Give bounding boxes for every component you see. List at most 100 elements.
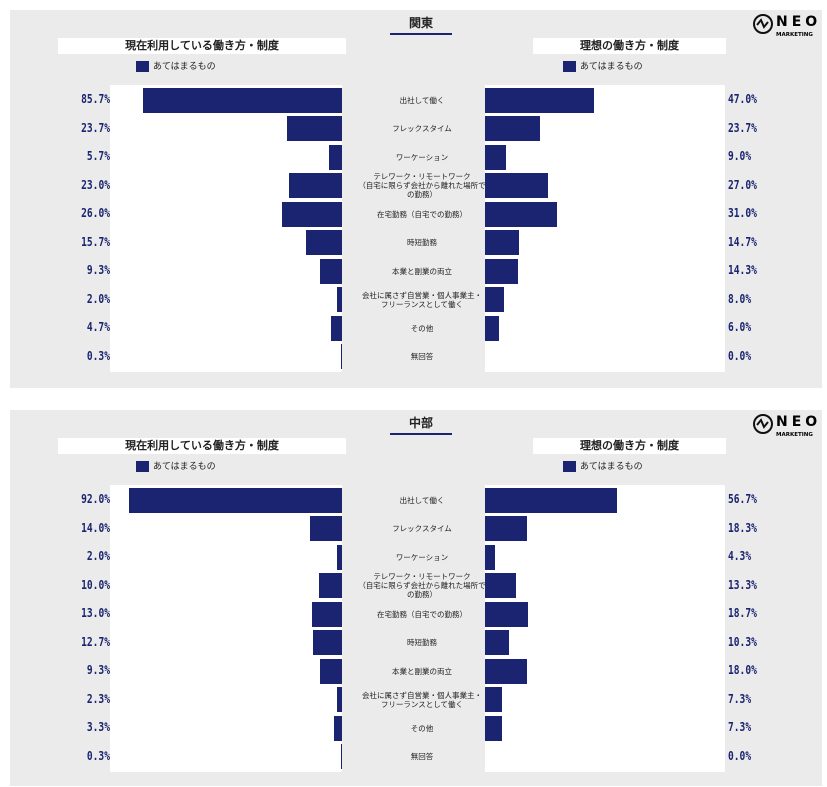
value-label: 8.0% xyxy=(728,291,752,306)
value-label: 4.3% xyxy=(728,549,752,563)
value-label: 0.0% xyxy=(728,748,752,763)
category-label: 出社して働く xyxy=(399,495,445,505)
value-label: 27.0% xyxy=(728,177,757,192)
value-label: 5.7% xyxy=(86,149,110,163)
bar xyxy=(311,601,342,627)
value-label: 15.7% xyxy=(81,234,110,249)
value-label: 47.0% xyxy=(728,92,757,106)
value-label: 6.0% xyxy=(728,320,752,334)
value-label: 18.3% xyxy=(728,520,757,535)
logo: NEO MARKETING xyxy=(752,410,822,440)
bar xyxy=(305,230,342,255)
legend-swatch xyxy=(563,461,576,472)
value-label: 18.0% xyxy=(728,663,757,677)
bar xyxy=(485,144,506,170)
legend-label: あてはまるもの xyxy=(580,62,643,72)
bar xyxy=(309,516,342,541)
category-label: その他 xyxy=(410,323,434,333)
bar xyxy=(312,630,342,655)
bar xyxy=(485,601,529,627)
series-title: 現在利用している働き方・制度 xyxy=(58,38,346,54)
category-label: 在宅勤務（自宅での勤務） xyxy=(377,209,467,219)
category-label: 会社に属さず自営業・個人事業主・ フリーランスとして働く xyxy=(362,690,482,709)
bar xyxy=(485,116,540,141)
value-label: 85.7% xyxy=(81,92,110,106)
category-label: テレワーク・リモートワーク （自宅に限らず会社から離れた場所で の勤務） xyxy=(358,172,486,199)
category-label: 在宅勤務（自宅での勤務） xyxy=(377,609,467,619)
value-label: 2.3% xyxy=(86,691,110,706)
bar xyxy=(341,744,342,769)
value-label: 7.3% xyxy=(728,691,752,706)
value-label: 9.0% xyxy=(728,149,752,163)
legend-label: あてはまるもの xyxy=(580,462,643,472)
bar xyxy=(485,87,595,113)
legend-label: あてはまるもの xyxy=(153,62,216,72)
logo-mark: NEO MARKETING xyxy=(753,14,821,38)
bar xyxy=(485,658,527,684)
category-label: その他 xyxy=(410,723,434,733)
value-label: 2.0% xyxy=(86,291,110,306)
value-label: 13.0% xyxy=(81,606,110,620)
value-label: 31.0% xyxy=(728,206,757,220)
bar xyxy=(485,173,548,198)
panel: 中部 NEO MARKETING 現在利用している働き方・制度 あてはまるもの 92.0%… xyxy=(10,410,822,786)
value-label: 9.3% xyxy=(86,663,110,677)
logo: NEO MARKETING xyxy=(752,10,822,40)
category-label: 無回答 xyxy=(410,352,434,361)
bar xyxy=(337,287,342,312)
legend-swatch xyxy=(136,461,149,472)
value-label: 10.3% xyxy=(728,634,757,649)
value-label: 4.7% xyxy=(86,320,110,334)
category-label: 本業と副業の両立 xyxy=(392,266,452,276)
bar xyxy=(331,315,342,341)
value-label: 3.3% xyxy=(86,720,110,734)
value-label: 23.7% xyxy=(81,120,110,135)
category-label: ワーケーション xyxy=(395,552,449,562)
value-label: 9.3% xyxy=(86,263,110,277)
logo-name: NEO xyxy=(776,414,821,430)
value-label: 23.7% xyxy=(728,120,757,135)
logo-name: NEO xyxy=(776,14,821,30)
value-label: 13.3% xyxy=(728,577,757,592)
value-label: 23.0% xyxy=(81,177,110,192)
category-label: 出社して働く xyxy=(399,95,445,105)
bar xyxy=(485,258,519,284)
series-title: 理想の働き方・制度 xyxy=(533,438,726,454)
panel-title: 中部 xyxy=(390,414,452,435)
bar xyxy=(485,573,516,598)
value-label: 26.0% xyxy=(81,206,110,220)
value-label: 18.7% xyxy=(728,606,757,620)
category-label: 時短勤務 xyxy=(407,238,437,247)
bar xyxy=(287,116,342,141)
bar xyxy=(485,287,504,312)
value-label: 0.3% xyxy=(86,748,110,763)
bar xyxy=(143,87,342,113)
value-label: 0.0% xyxy=(728,348,752,363)
bar xyxy=(320,258,342,284)
bar xyxy=(318,573,342,598)
legend-swatch xyxy=(563,61,576,72)
category-label: フレックスタイム xyxy=(392,524,452,533)
series-title: 理想の働き方・制度 xyxy=(533,38,726,54)
bar xyxy=(485,630,509,655)
value-label: 0.3% xyxy=(86,348,110,363)
value-label: 10.0% xyxy=(81,577,110,592)
value-label: 12.7% xyxy=(81,634,110,649)
plot-area xyxy=(110,485,342,772)
value-label: 92.0% xyxy=(81,492,110,506)
logo-mark: NEO MARKETING xyxy=(753,414,821,438)
bar xyxy=(485,544,495,570)
bar xyxy=(485,687,502,712)
legend-swatch xyxy=(136,61,149,72)
bar xyxy=(341,344,342,369)
category-label: ワーケーション xyxy=(395,152,449,162)
bar xyxy=(128,487,342,513)
bar xyxy=(288,173,342,198)
bar xyxy=(485,487,617,513)
category-label: 本業と副業の両立 xyxy=(392,666,452,676)
value-label: 7.3% xyxy=(728,720,752,734)
value-label: 56.7% xyxy=(728,492,757,506)
logo-sub: MARKETING xyxy=(776,432,813,438)
bar xyxy=(485,315,499,341)
